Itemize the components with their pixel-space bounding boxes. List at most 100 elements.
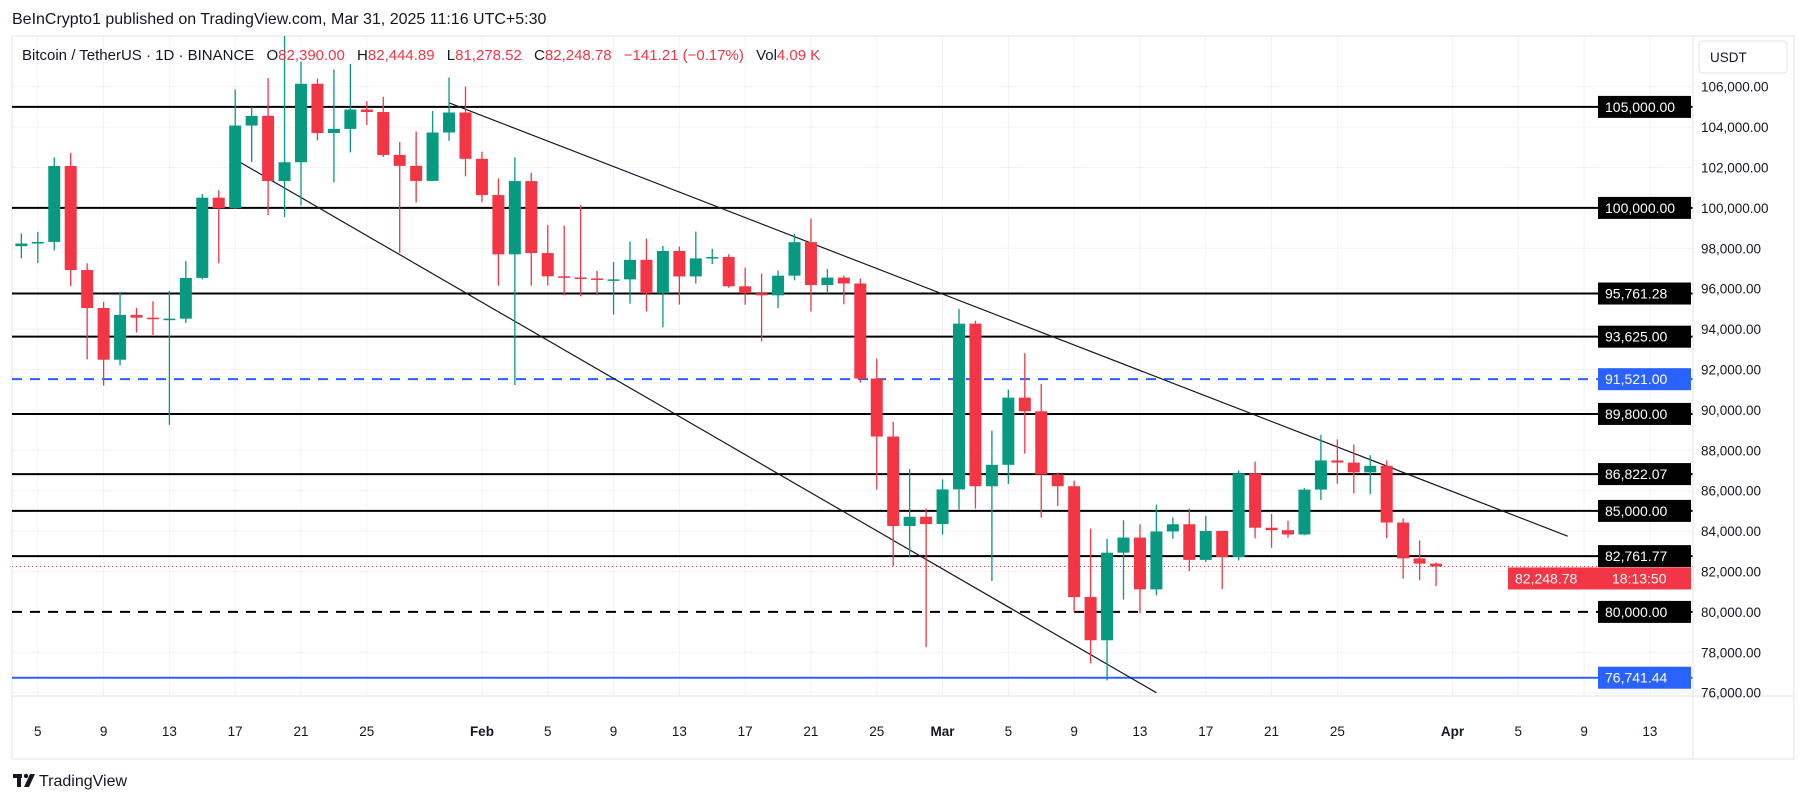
candle-body	[377, 112, 390, 155]
time-axis[interactable]: 5 9 13 17 21 25 Feb 5 9 13 17 21 25 Mar 5 9 13 17 21 25 Apr 5…	[34, 724, 1657, 739]
candle-body	[1101, 552, 1114, 641]
currency-label: USDT	[1710, 50, 1747, 65]
candle	[262, 78, 275, 215]
candle	[1117, 520, 1130, 600]
candle-body	[1265, 527, 1278, 531]
time-tick-label: 25	[359, 724, 374, 739]
candle-body	[311, 83, 324, 134]
candle	[607, 261, 620, 315]
candle-body	[525, 181, 538, 254]
candle	[97, 301, 110, 386]
candle	[1430, 562, 1443, 587]
candle-body	[1183, 524, 1196, 560]
candle	[377, 96, 390, 157]
candle-body	[1413, 558, 1426, 564]
candle	[492, 178, 505, 286]
candle	[1282, 520, 1294, 538]
legend-close-label: C	[534, 47, 545, 64]
candle	[1199, 515, 1212, 563]
price-tick-label: 106,000.00	[1701, 80, 1769, 95]
tradingview-brand: TradingView	[39, 773, 127, 790]
candle	[854, 278, 867, 383]
time-tick-label: 9	[100, 724, 108, 739]
candle-body	[1051, 474, 1064, 487]
candle	[640, 238, 653, 312]
time-tick-label: Mar	[931, 724, 956, 739]
candle-body	[410, 165, 423, 181]
candle-body	[245, 115, 258, 126]
candle-body	[969, 323, 982, 487]
candle	[278, 36, 291, 217]
candle	[656, 245, 669, 328]
price-axis[interactable]: 76,000.00 78,000.00 80,000.00 82,000.00 84,0…	[1701, 80, 1769, 701]
candle-body	[722, 257, 735, 287]
candle-body	[475, 158, 488, 196]
candle-body	[953, 323, 965, 490]
candle	[1018, 353, 1031, 454]
candle	[722, 254, 735, 288]
candle-body	[1347, 462, 1360, 473]
candle-body	[163, 318, 176, 321]
candle	[1331, 439, 1344, 484]
level-label: 80,000.00	[1605, 604, 1667, 620]
candle-body	[772, 275, 785, 296]
candle	[755, 273, 768, 342]
legend-open-label: O	[266, 47, 278, 64]
time-tick-label: 13	[1642, 724, 1657, 739]
candle	[245, 107, 258, 162]
tradingview-logo[interactable]: TradingView	[13, 773, 127, 790]
legend-low-label: L	[447, 47, 455, 64]
legend-change: −141.21 (−0.17%)	[624, 47, 744, 64]
candle-body	[656, 250, 669, 294]
candle-body	[755, 293, 768, 296]
candle	[772, 270, 785, 309]
candle-body	[196, 197, 209, 278]
time-tick-label: 9	[1070, 724, 1078, 739]
candle-body	[508, 181, 521, 255]
current-price-label: 82,248.78	[1515, 570, 1577, 586]
candle-body	[1232, 473, 1245, 558]
level-label: 89,800.00	[1605, 406, 1667, 422]
candle	[1265, 513, 1278, 548]
candle	[1101, 538, 1114, 681]
candle-body	[146, 317, 159, 320]
tradingview-logo-icon	[13, 773, 35, 787]
candle-body	[887, 436, 900, 527]
candle-body	[327, 128, 340, 134]
candle	[936, 479, 949, 535]
candle	[953, 308, 965, 510]
level-label-box	[1598, 368, 1691, 391]
level-label: 93,625.00	[1605, 329, 1667, 345]
candle-body	[130, 314, 143, 318]
candle-body	[97, 308, 110, 360]
candle	[887, 421, 900, 567]
candle	[295, 61, 307, 206]
price-tick-label: 96,000.00	[1701, 282, 1761, 297]
candle	[475, 151, 488, 203]
candle	[311, 78, 324, 141]
time-tick-label: 13	[1132, 724, 1147, 739]
candle-body	[1133, 537, 1146, 590]
candle-body	[903, 516, 916, 527]
candle-body	[492, 195, 505, 255]
level-label: 95,761.28	[1605, 286, 1667, 302]
candle-body	[48, 165, 61, 242]
level-label: 76,741.44	[1605, 670, 1667, 686]
time-tick-label: 9	[1580, 724, 1588, 739]
candle	[870, 358, 883, 490]
legend-close: 82,248.78	[545, 47, 612, 64]
candle-body	[459, 112, 472, 159]
candle-body	[1084, 597, 1097, 641]
candle-body	[360, 109, 373, 113]
currency-button[interactable]: USDT	[1698, 40, 1788, 74]
time-tick-label: Feb	[470, 724, 494, 739]
trendline	[448, 102, 1568, 537]
candle-body	[393, 154, 406, 166]
candle	[196, 194, 209, 280]
candle-body	[574, 277, 587, 280]
time-tick-label: 17	[228, 724, 243, 739]
candle	[1133, 524, 1146, 614]
candle-body	[624, 259, 636, 280]
candle-body	[558, 276, 571, 278]
